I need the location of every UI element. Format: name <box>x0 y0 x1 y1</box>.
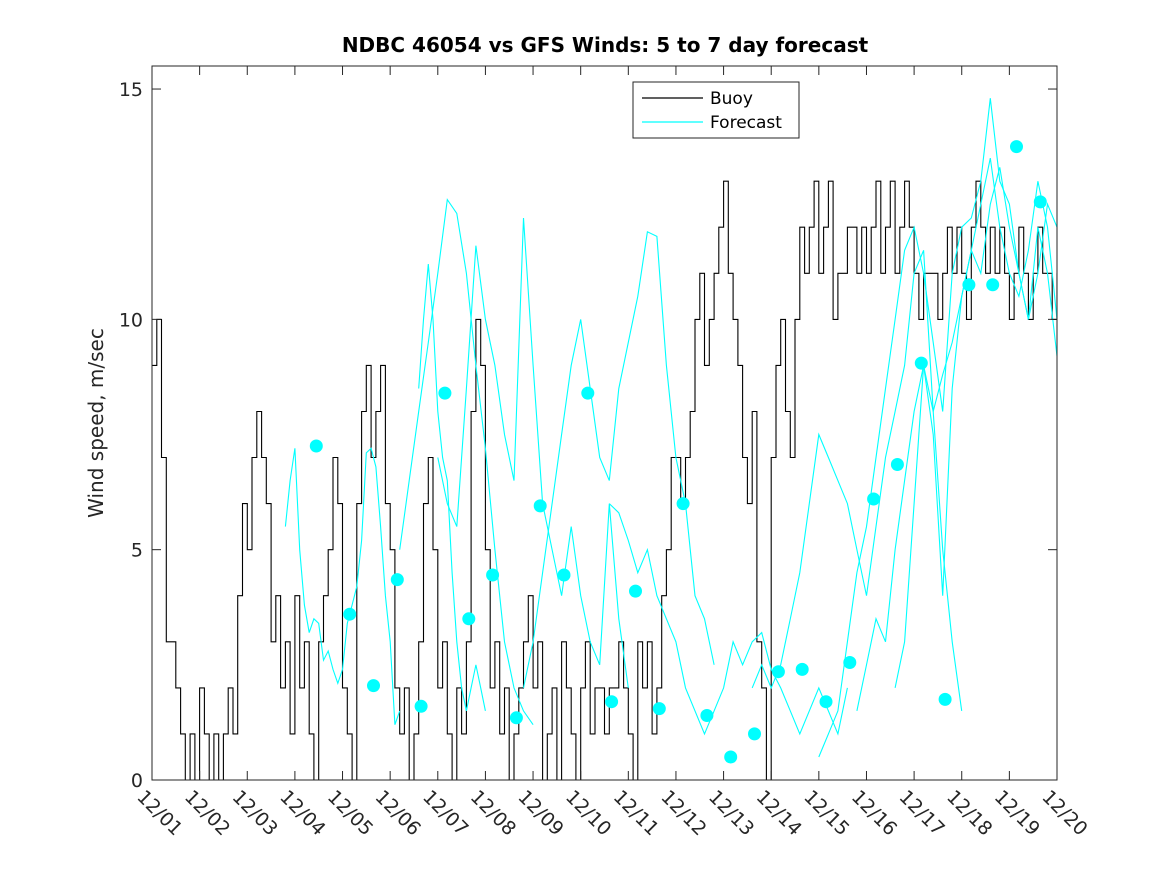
forecast-point-12 <box>605 695 619 709</box>
y-ticks: 0 5 10 15 <box>119 79 1057 792</box>
forecast-point-2 <box>367 679 380 693</box>
series-forecast-run-8 <box>856 167 1057 712</box>
series-forecast-run-9 <box>894 157 1057 689</box>
series-group <box>152 98 1057 780</box>
series-forecast-run-2 <box>399 198 534 726</box>
forecast-point-10 <box>557 568 571 582</box>
forecast-point-6 <box>462 612 476 626</box>
forecast-point-20 <box>795 662 809 676</box>
plot-area <box>152 66 1057 780</box>
forecast-point-17 <box>724 750 738 764</box>
y-tick-label-2: 10 <box>119 309 143 331</box>
y-axis-label: Wind speed, m/sec <box>84 328 108 518</box>
legend-box <box>632 81 800 139</box>
forecast-point-3 <box>390 573 404 587</box>
y-tick-label-1: 5 <box>131 540 143 562</box>
forecast-point-26 <box>938 692 952 706</box>
forecast-point-13 <box>629 584 642 598</box>
forecast-point-1 <box>343 607 357 621</box>
forecast-point-28 <box>986 278 1000 292</box>
forecast-point-19 <box>771 665 785 679</box>
series-forecast-run-4 <box>522 230 715 689</box>
series-forecast-run-5 <box>608 503 848 736</box>
y-tick-label-0: 0 <box>131 770 143 792</box>
forecast-point-27 <box>962 278 976 292</box>
forecast-point-22 <box>843 656 857 669</box>
forecast-point-15 <box>676 497 690 511</box>
forecast-point-4 <box>414 699 428 713</box>
series-forecast-run-3 <box>437 217 629 688</box>
series-forecast-run-0 <box>284 447 401 725</box>
forecast-point-9 <box>533 499 547 513</box>
series-forecast-run-7 <box>818 98 1057 758</box>
series-forecast-run-1 <box>418 264 486 712</box>
y-tick-label-3: 15 <box>119 79 143 101</box>
forecast-point-24 <box>890 458 904 471</box>
forecast-point-18 <box>748 727 761 741</box>
chart-title: NDBC 46054 vs GFS Winds: 5 to 7 day fore… <box>342 33 869 57</box>
forecast-point-30 <box>1033 195 1047 209</box>
forecast-point-16 <box>700 709 714 722</box>
legend-forecast-label: Forecast <box>710 113 782 133</box>
forecast-point-21 <box>819 695 833 709</box>
forecast-point-7 <box>486 568 500 582</box>
forecast-point-29 <box>1010 140 1023 154</box>
axes-group <box>151 65 1058 781</box>
forecast-point-5 <box>438 386 452 400</box>
forecast-point-11 <box>581 386 595 400</box>
forecast-point-0 <box>309 439 323 453</box>
forecast-point-14 <box>652 702 666 716</box>
forecast-point-25 <box>914 356 928 370</box>
legend-buoy-label: Buoy <box>710 89 753 109</box>
forecast-point-8 <box>509 711 523 725</box>
axes-box <box>151 65 1058 781</box>
legend: Buoy Forecast <box>632 81 800 139</box>
series-forecast-run-6 <box>751 250 963 711</box>
forecast-point-23 <box>867 492 881 506</box>
series-buoy-line <box>152 180 1057 780</box>
